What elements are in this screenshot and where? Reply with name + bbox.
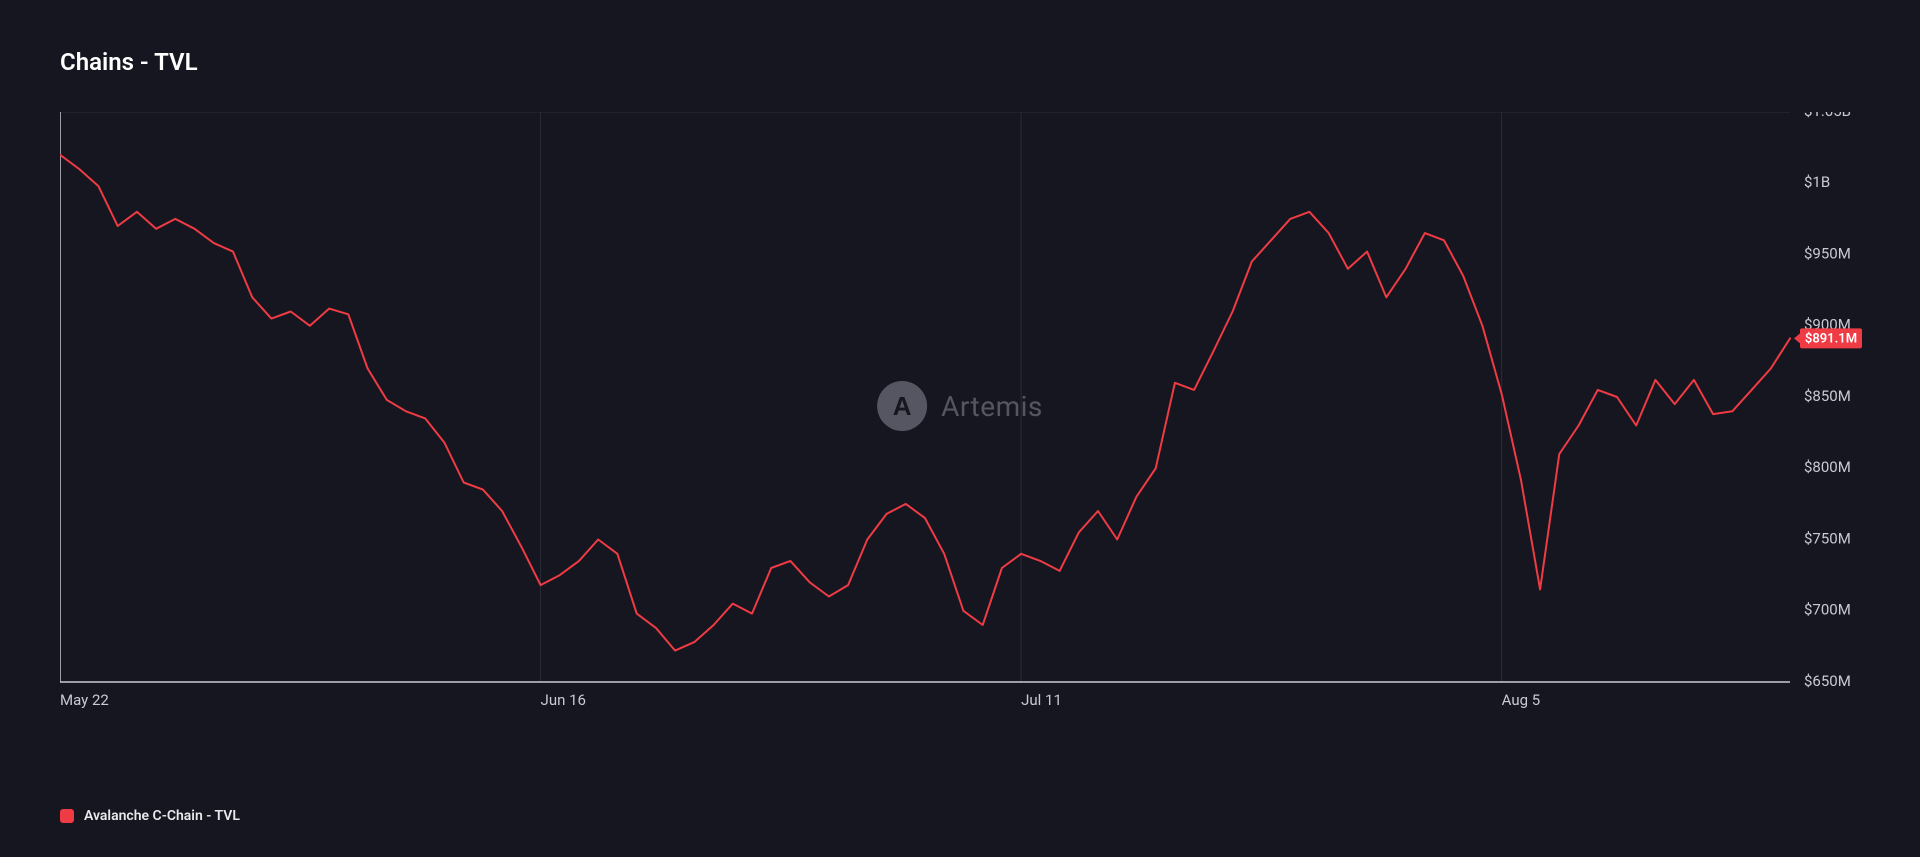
svg-text:$750M: $750M (1804, 529, 1851, 547)
line-chart-svg: $650M$700M$750M$800M$850M$900M$950M$1B$1… (60, 112, 1870, 712)
svg-text:$700M: $700M (1804, 601, 1851, 619)
svg-text:Aug 5: Aug 5 (1502, 691, 1541, 709)
svg-text:$850M: $850M (1804, 387, 1851, 405)
svg-text:$1.05B: $1.05B (1804, 112, 1851, 120)
page-title: Chains - TVL (60, 48, 1860, 76)
legend: Avalanche C-Chain - TVL (60, 808, 1860, 824)
svg-text:$1B: $1B (1804, 173, 1830, 191)
svg-text:Jul 11: Jul 11 (1021, 691, 1062, 709)
legend-swatch (60, 809, 74, 823)
svg-text:Jun 16: Jun 16 (541, 691, 586, 709)
svg-text:$891.1M: $891.1M (1805, 331, 1857, 346)
chart-container: Chains - TVL $650M $700M $750M $800M $850M $9… (0, 0, 1920, 857)
svg-text:$800M: $800M (1804, 458, 1851, 476)
legend-label: Avalanche C-Chain - TVL (84, 808, 240, 824)
chart-area: $650M$700M$750M$800M$850M$900M$950M$1B$1… (60, 112, 1860, 752)
svg-text:$950M: $950M (1804, 244, 1851, 262)
svg-text:May 22: May 22 (60, 691, 109, 709)
svg-text:$650M: $650M (1804, 672, 1851, 690)
